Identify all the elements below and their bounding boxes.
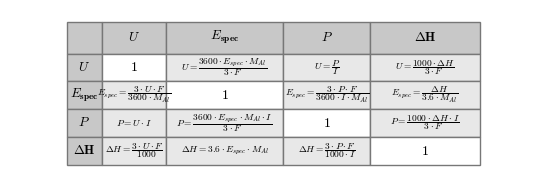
Text: $\Delta H = 3.6 \cdot E_{spec} \cdot M_{Al}$: $\Delta H = 3.6 \cdot E_{spec} \cdot M_{… — [181, 145, 269, 157]
Bar — [166, 53, 284, 81]
Bar — [284, 53, 370, 81]
Bar — [67, 22, 102, 53]
Text: $\Delta H = \dfrac{3 \cdot U \cdot F}{1000}$: $\Delta H = \dfrac{3 \cdot U \cdot F}{10… — [104, 141, 163, 160]
Text: $U = \dfrac{1000 \cdot \Delta H}{3 \cdot F}$: $U = \dfrac{1000 \cdot \Delta H}{3 \cdot… — [395, 58, 455, 77]
Bar — [67, 53, 102, 81]
Text: $1$: $1$ — [130, 60, 138, 74]
Text: $P = U \cdot I$: $P = U \cdot I$ — [116, 118, 152, 128]
Text: $\mathbf{\Delta H}$: $\mathbf{\Delta H}$ — [414, 31, 437, 44]
Text: $\mathbf{\mathit{U}}$: $\mathbf{\mathit{U}}$ — [78, 61, 90, 74]
Bar — [67, 81, 102, 109]
Bar — [102, 137, 166, 165]
Bar — [166, 22, 284, 53]
Text: $U = \dfrac{P}{I}$: $U = \dfrac{P}{I}$ — [314, 58, 340, 77]
Text: $\mathbf{\mathit{E}}_{\mathbf{spec}}$: $\mathbf{\mathit{E}}_{\mathbf{spec}}$ — [210, 29, 239, 46]
Text: $P = \dfrac{3600 \cdot E_{spec} \cdot M_{Al} \cdot I}{3 \cdot F}$: $P = \dfrac{3600 \cdot E_{spec} \cdot M_… — [176, 112, 273, 134]
Bar — [166, 81, 284, 109]
Text: $E_{spec} = \dfrac{3 \cdot U \cdot F}{3600 \cdot M_{Al}}$: $E_{spec} = \dfrac{3 \cdot U \cdot F}{36… — [96, 85, 171, 105]
Text: $E_{spec} = \dfrac{3 \cdot P \cdot F}{3600 \cdot I \cdot M_{Al}}$: $E_{spec} = \dfrac{3 \cdot P \cdot F}{36… — [285, 85, 369, 105]
Bar — [284, 22, 370, 53]
Bar — [102, 109, 166, 137]
Bar — [102, 81, 166, 109]
Bar — [166, 109, 284, 137]
Text: $\mathbf{\mathit{P}}$: $\mathbf{\mathit{P}}$ — [321, 31, 333, 44]
Text: $1$: $1$ — [421, 144, 429, 158]
Text: $\Delta H = \dfrac{3 \cdot P \cdot F}{1000 \cdot I}$: $\Delta H = \dfrac{3 \cdot P \cdot F}{10… — [298, 141, 356, 160]
Text: $\mathbf{\mathit{U}}$: $\mathbf{\mathit{U}}$ — [128, 31, 140, 44]
Bar — [166, 137, 284, 165]
Text: $\mathbf{\Delta H}$: $\mathbf{\Delta H}$ — [73, 144, 95, 157]
Bar — [67, 137, 102, 165]
Bar — [284, 81, 370, 109]
Text: $1$: $1$ — [323, 116, 331, 130]
Bar — [370, 137, 480, 165]
Bar — [102, 22, 166, 53]
Bar — [370, 22, 480, 53]
Bar — [370, 81, 480, 109]
Text: $P = \dfrac{1000 \cdot \Delta H \cdot I}{3 \cdot F}$: $P = \dfrac{1000 \cdot \Delta H \cdot I}… — [390, 114, 460, 132]
Bar — [102, 53, 166, 81]
Text: $1$: $1$ — [221, 88, 229, 102]
Bar — [284, 137, 370, 165]
Bar — [284, 109, 370, 137]
Bar — [67, 109, 102, 137]
Text: $\mathbf{\mathit{E}_{spec}}$: $\mathbf{\mathit{E}_{spec}}$ — [70, 87, 99, 104]
Bar — [370, 53, 480, 81]
Bar — [370, 109, 480, 137]
Text: $E_{spec} = \dfrac{\Delta H}{3.6 \cdot M_{Al}}$: $E_{spec} = \dfrac{\Delta H}{3.6 \cdot M… — [391, 85, 458, 105]
Text: $\mathbf{\mathit{P}}$: $\mathbf{\mathit{P}}$ — [78, 117, 90, 130]
Text: $U = \dfrac{3600 \cdot E_{spec} \cdot M_{Al}}{3 \cdot F}$: $U = \dfrac{3600 \cdot E_{spec} \cdot M_… — [181, 56, 268, 78]
